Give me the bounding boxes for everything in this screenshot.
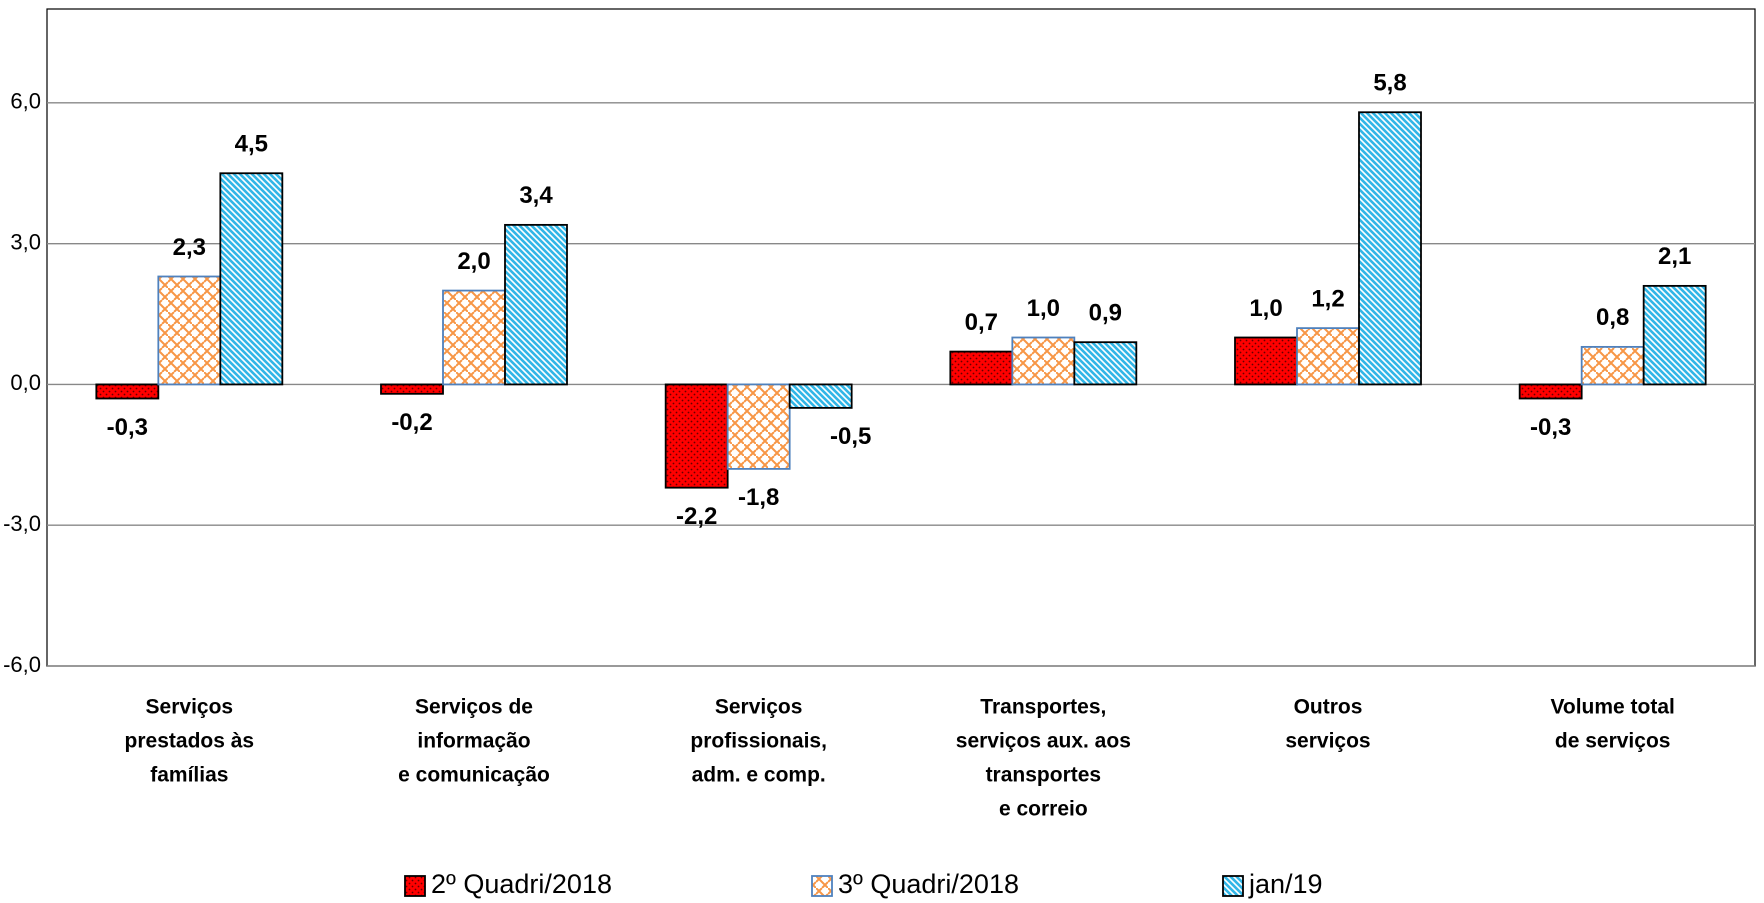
- bar: [157, 275, 222, 386]
- data-label: -0,3: [107, 414, 148, 441]
- data-label: -0,3: [1530, 414, 1571, 441]
- bar: [95, 383, 160, 400]
- y-tick-label: 3,0: [10, 229, 41, 254]
- legend-swatch: [811, 875, 833, 897]
- x-tick-label: Serviços: [146, 696, 234, 719]
- x-tick-label: adm. e comp.: [692, 764, 826, 787]
- data-label: 3,4: [519, 182, 553, 209]
- bar: [380, 383, 444, 395]
- legend-label: 2º Quadri/2018: [431, 869, 612, 899]
- bar: [949, 350, 1014, 386]
- data-label: 4,5: [235, 131, 268, 158]
- bar: [1073, 341, 1138, 386]
- data-label: 0,8: [1596, 304, 1629, 331]
- bar: [1296, 327, 1360, 386]
- legend-swatch: [404, 875, 426, 897]
- data-label: 2,3: [173, 234, 206, 261]
- bar: [664, 383, 729, 489]
- x-tick-label: Transportes,: [980, 696, 1106, 719]
- bar: [1580, 345, 1645, 386]
- x-tick-label: Serviços de: [415, 696, 533, 719]
- data-label: -1,8: [738, 484, 779, 511]
- x-tick-label: de serviços: [1555, 730, 1671, 753]
- x-tick-label: Outros: [1294, 696, 1363, 719]
- bar: [1234, 336, 1298, 386]
- y-tick-label: -3,0: [3, 511, 41, 536]
- x-tick-label: serviços aux. aos: [956, 730, 1131, 753]
- data-label: 1,2: [1311, 285, 1344, 312]
- bar: [219, 172, 284, 386]
- bar: [1011, 336, 1076, 386]
- x-tick-label: profissionais,: [690, 730, 827, 753]
- bar: [726, 383, 791, 470]
- data-label: 1,0: [1027, 295, 1060, 322]
- data-label: 2,0: [457, 248, 490, 275]
- data-label: 1,0: [1249, 295, 1282, 322]
- data-label: 5,8: [1373, 70, 1406, 97]
- data-label: -2,2: [676, 503, 717, 530]
- data-label: 2,1: [1658, 243, 1691, 270]
- y-tick-label: -6,0: [3, 652, 41, 677]
- x-tick-label: e correio: [999, 798, 1088, 821]
- bar: [1518, 383, 1583, 400]
- y-tick-label: 0,0: [10, 370, 41, 395]
- bar: [788, 383, 853, 409]
- y-tick-label: 6,0: [10, 89, 41, 114]
- legend-label: 3º Quadri/2018: [838, 869, 1019, 899]
- x-tick-label: Serviços: [715, 696, 803, 719]
- bar: [1642, 284, 1707, 386]
- x-tick-label: informação: [417, 730, 530, 753]
- bar: [442, 289, 506, 386]
- legend-swatch: [1222, 875, 1244, 897]
- data-label: 0,9: [1089, 300, 1122, 327]
- bar: [504, 223, 568, 386]
- x-tick-label: prestados às: [125, 730, 255, 753]
- data-label: 0,7: [965, 309, 998, 336]
- x-tick-label: Volume total: [1550, 696, 1674, 719]
- x-tick-label: famílias: [150, 764, 228, 787]
- legend-label: jan/19: [1248, 869, 1323, 899]
- x-tick-label: transportes: [986, 764, 1102, 787]
- data-label: -0,2: [391, 409, 432, 436]
- bar: [1358, 111, 1422, 386]
- x-tick-label: serviços: [1285, 730, 1370, 753]
- x-tick-label: e comunicação: [398, 764, 550, 787]
- data-label: -0,5: [830, 423, 871, 450]
- plot-frame: [46, 8, 1756, 667]
